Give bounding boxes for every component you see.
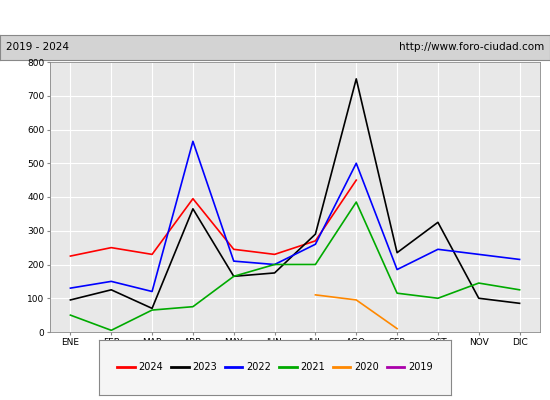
Text: 2019 - 2024: 2019 - 2024 <box>6 42 69 52</box>
Text: Evolucion Nº Turistas Nacionales en el municipio de La Cueva de Roa: Evolucion Nº Turistas Nacionales en el m… <box>47 11 503 24</box>
Legend: 2024, 2023, 2022, 2021, 2020, 2019: 2024, 2023, 2022, 2021, 2020, 2019 <box>114 360 436 376</box>
Text: http://www.foro-ciudad.com: http://www.foro-ciudad.com <box>399 42 544 52</box>
